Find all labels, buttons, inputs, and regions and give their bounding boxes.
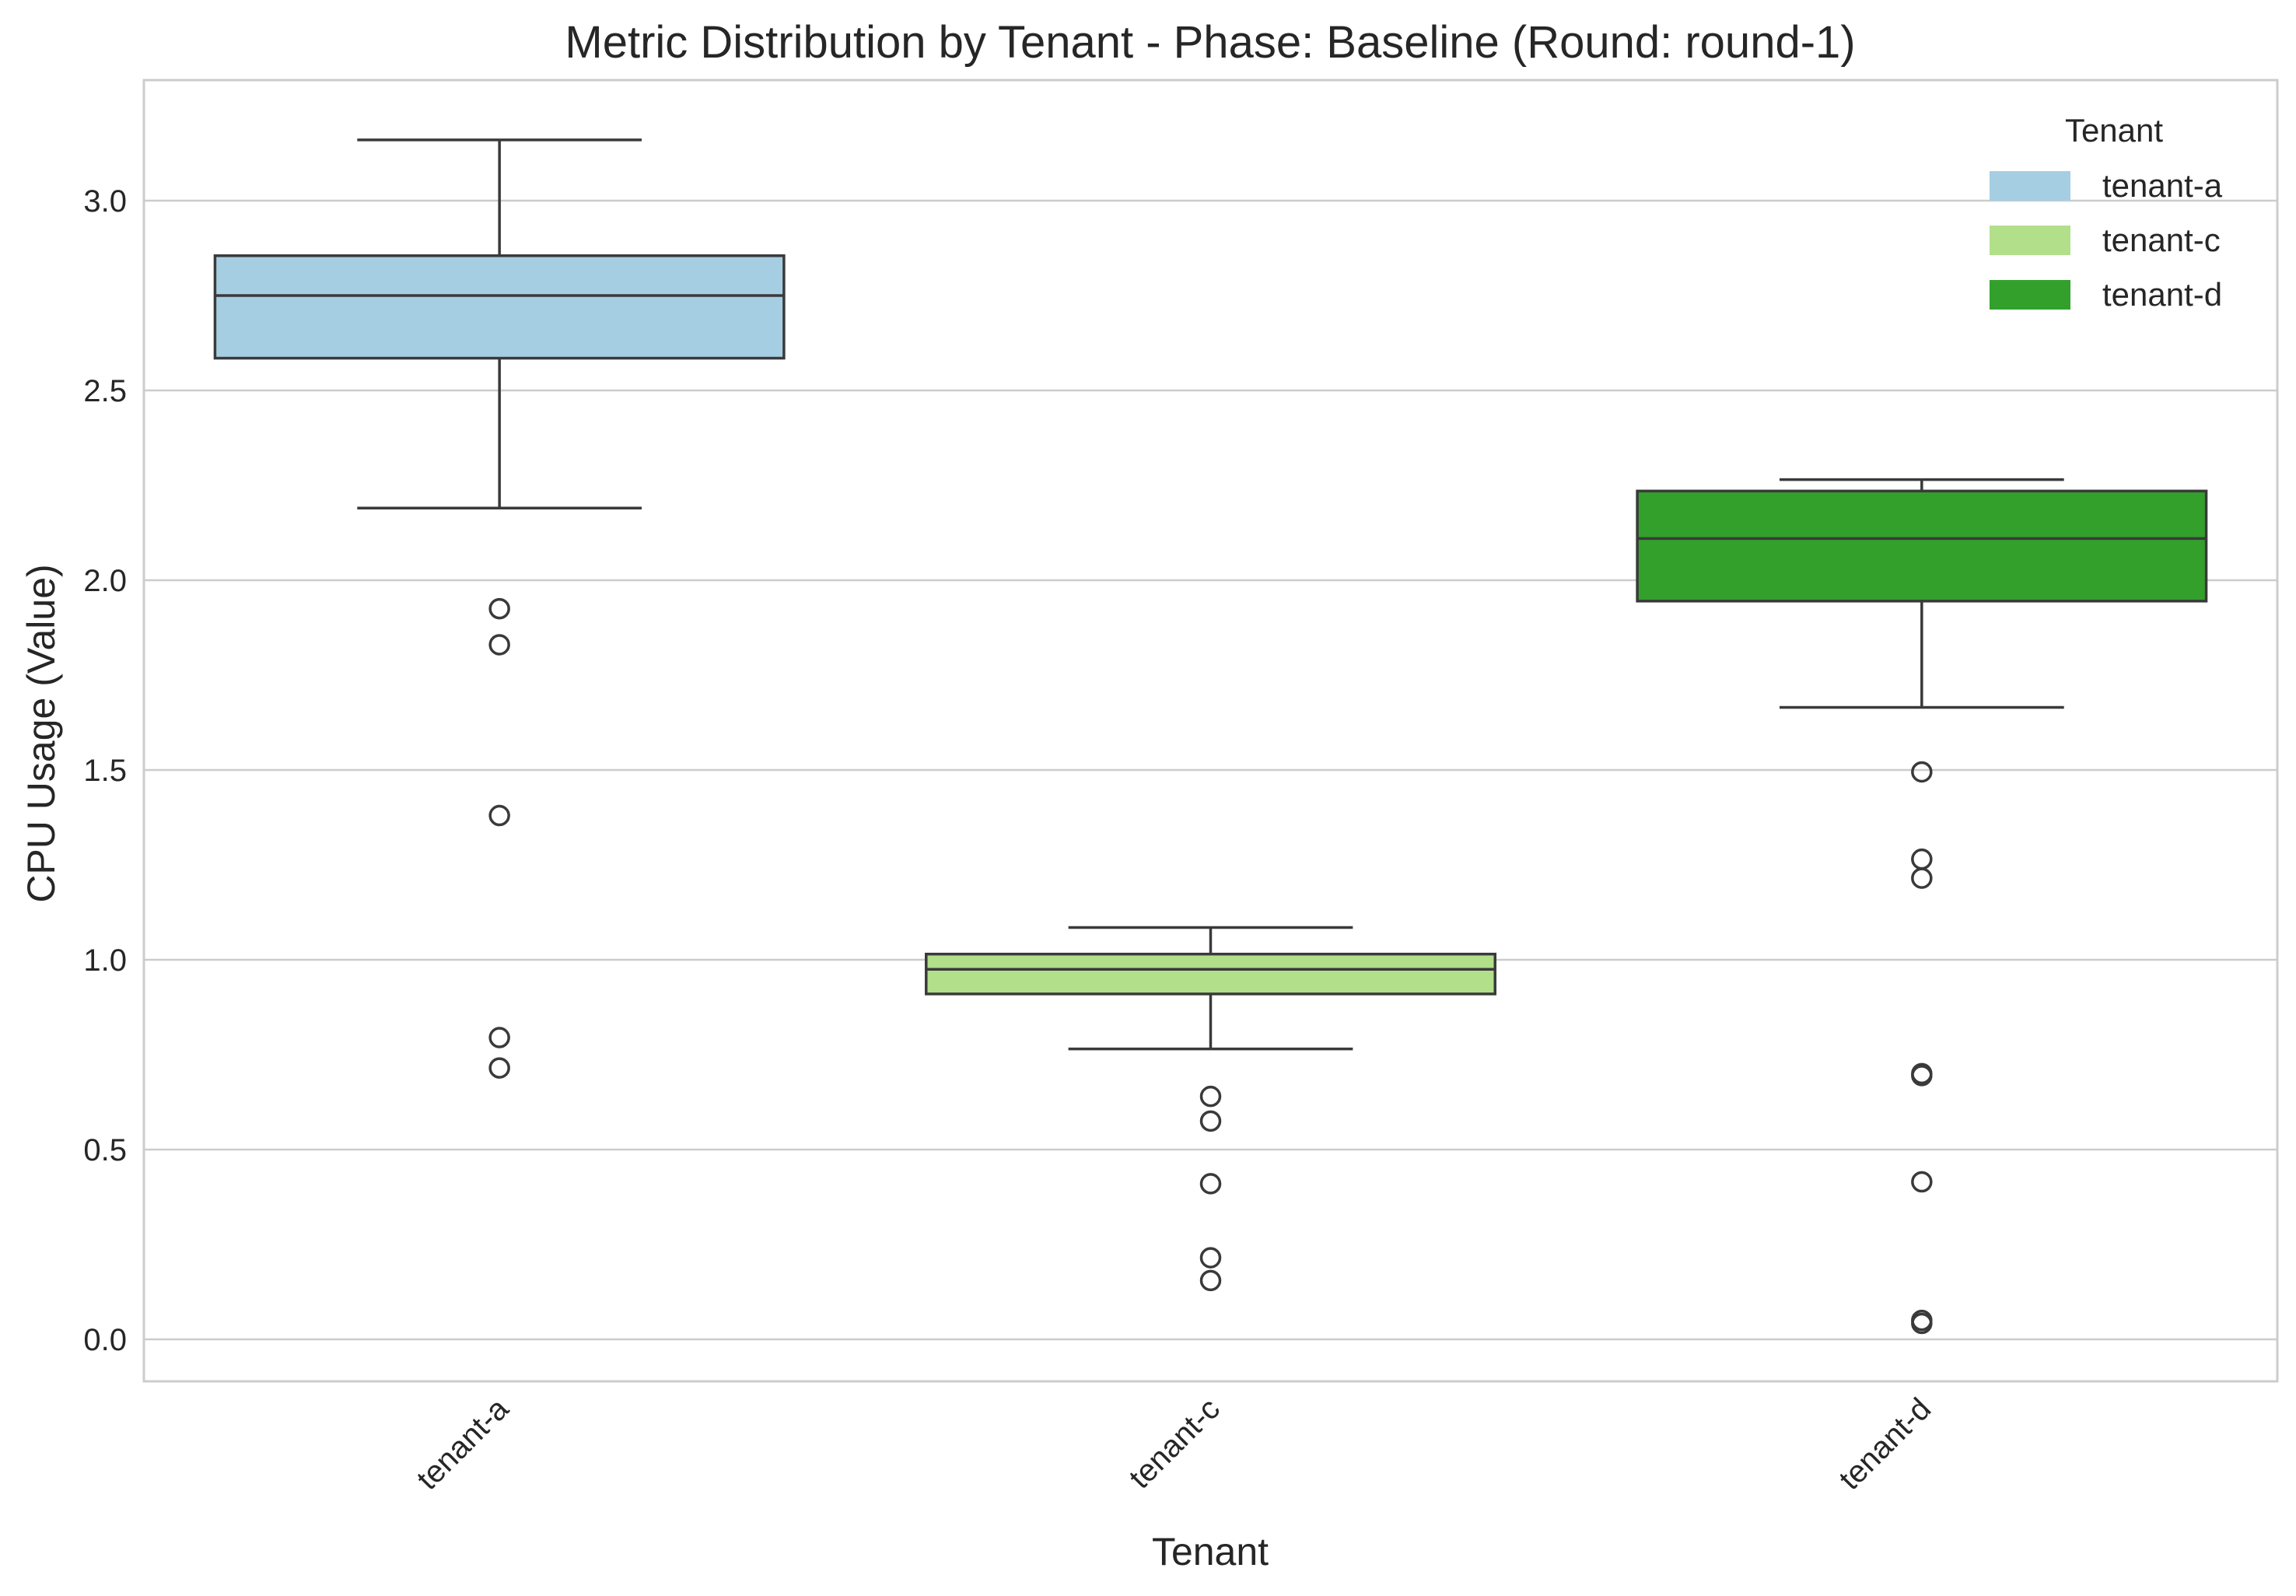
- outlier-point: [1911, 1312, 1933, 1335]
- outlier-point: [1911, 1171, 1933, 1193]
- box-group-tenant-d: [1636, 478, 2208, 1335]
- plot-frame: [142, 79, 2279, 1383]
- chart-title: Metric Distribution by Tenant - Phase: B…: [565, 17, 1855, 68]
- y-tick-label: 3.0: [83, 184, 127, 219]
- y-axis-label: CPU Usage (Value): [19, 564, 63, 902]
- y-tick-label: 2.5: [83, 374, 127, 408]
- y-tick-labels: 0.0 0.5 1.0 1.5 2.0 2.5 3.0: [83, 184, 127, 1357]
- outlier-point: [488, 597, 510, 620]
- x-tick-labels: tenant-a tenant-c tenant-d: [411, 1391, 1938, 1496]
- legend-swatch: [1990, 280, 2070, 310]
- outlier-point: [1199, 1247, 1222, 1269]
- legend-title: Tenant: [2065, 112, 2163, 149]
- legend: Tenant tenant-a tenant-c tenant-d: [1990, 112, 2223, 313]
- box-iqr: [1636, 489, 2208, 603]
- box-iqr: [925, 952, 1496, 996]
- grid-lines: [144, 199, 2277, 1341]
- box-group-tenant-c: [925, 926, 1496, 1292]
- y-tick-label: 0.0: [83, 1323, 127, 1357]
- outlier-point: [1911, 761, 1933, 783]
- outlier-point: [1199, 1269, 1222, 1292]
- legend-label: tenant-c: [2102, 222, 2221, 258]
- x-axis-label: Tenant: [1152, 1530, 1269, 1573]
- outlier-point: [488, 1027, 510, 1048]
- legend-swatch: [1990, 171, 2070, 201]
- outlier-point: [1199, 1110, 1222, 1132]
- outlier-point: [488, 804, 510, 827]
- y-tick-label: 1.0: [83, 943, 127, 978]
- outlier-point: [488, 634, 510, 656]
- outlier-point: [1911, 867, 1933, 889]
- outlier-point: [488, 1057, 510, 1079]
- legend-label: tenant-d: [2102, 276, 2222, 313]
- outlier-point: [1911, 1065, 1933, 1087]
- outlier-point: [1911, 848, 1933, 870]
- legend-swatch: [1990, 226, 2070, 255]
- outlier-point: [1199, 1173, 1222, 1195]
- x-tick-label: tenant-d: [1832, 1391, 1937, 1496]
- x-tick-label: tenant-c: [1123, 1391, 1227, 1495]
- x-tick-label: tenant-a: [411, 1391, 516, 1496]
- y-tick-label: 2.0: [83, 564, 127, 598]
- box-iqr: [213, 254, 786, 360]
- boxes: [213, 138, 2208, 1335]
- y-tick-label: 0.5: [83, 1133, 127, 1167]
- legend-label: tenant-a: [2102, 167, 2223, 204]
- box-group-tenant-a: [213, 138, 786, 1079]
- outlier-point: [1199, 1085, 1222, 1108]
- y-tick-label: 1.5: [83, 754, 127, 788]
